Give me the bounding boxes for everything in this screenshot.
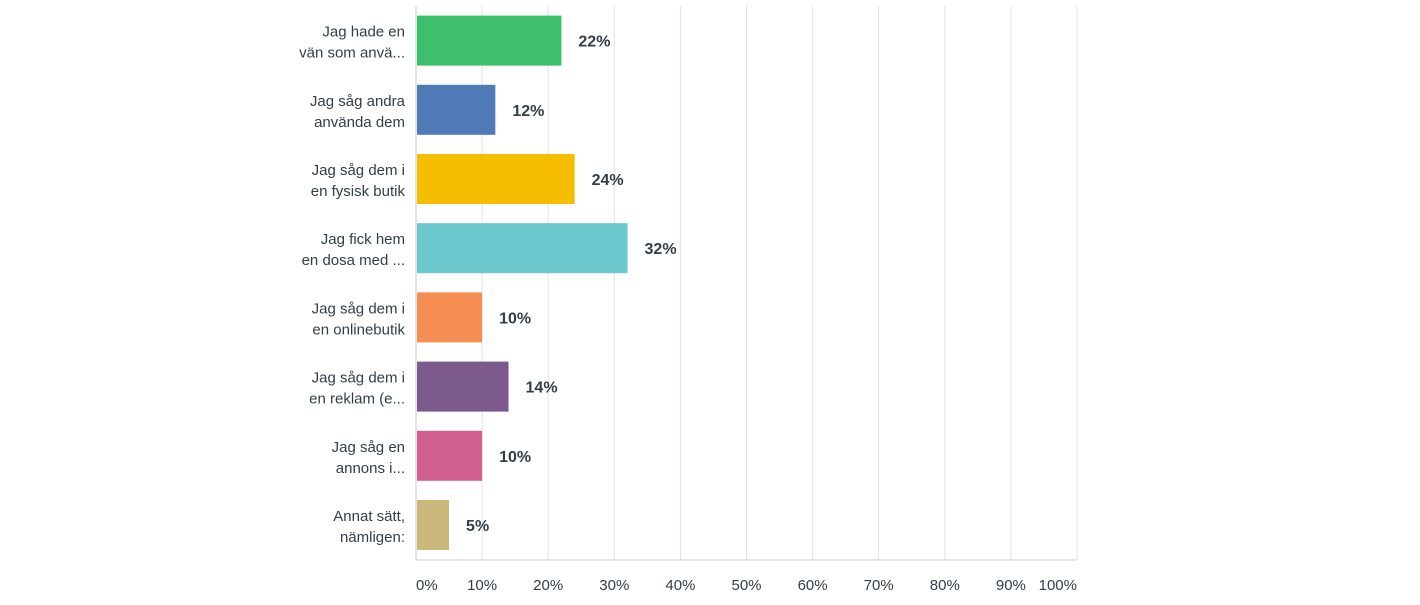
data-label: 24%: [592, 172, 624, 189]
bar: [417, 154, 575, 204]
data-label: 5%: [466, 518, 489, 535]
category-label: Jag såg dem i en reklam (e...: [309, 370, 405, 408]
x-tick-label: 50%: [731, 577, 761, 594]
x-tick-label: 90%: [996, 577, 1026, 594]
bar: [417, 500, 450, 550]
data-label: 32%: [645, 241, 677, 258]
x-tick-label: 10%: [467, 577, 497, 594]
x-tick-label: 60%: [798, 577, 828, 594]
x-tick-label: 0%: [416, 577, 438, 594]
x-tick-label: 20%: [533, 577, 563, 594]
bar: [417, 361, 509, 412]
bar: [417, 292, 483, 343]
data-label: 22%: [578, 34, 610, 51]
x-tick-label: 40%: [665, 577, 695, 594]
x-tick-label: 80%: [930, 577, 960, 594]
data-label: 12%: [512, 103, 544, 120]
data-label: 14%: [526, 380, 558, 397]
bar: [417, 84, 496, 135]
category-label: Jag hade en vän som anvä...: [299, 24, 405, 62]
category-label: Jag såg en annons i...: [332, 439, 405, 477]
data-label: 10%: [499, 310, 531, 327]
bar: [417, 223, 628, 274]
x-tick-label: 100%: [1039, 577, 1077, 594]
bar: [417, 430, 483, 481]
category-label: Jag såg dem i en fysisk butik: [311, 162, 406, 200]
category-label: Jag såg andra använda dem: [310, 93, 406, 131]
x-tick-label: 30%: [599, 577, 629, 594]
category-label: Jag såg dem i en onlinebutik: [312, 300, 406, 338]
data-label: 10%: [499, 449, 531, 466]
category-label: Annat sätt, nämligen:: [333, 508, 405, 546]
x-tick-label: 70%: [864, 577, 894, 594]
category-label: Jag fick hem en dosa med ...: [302, 231, 405, 269]
bar: [417, 15, 562, 66]
